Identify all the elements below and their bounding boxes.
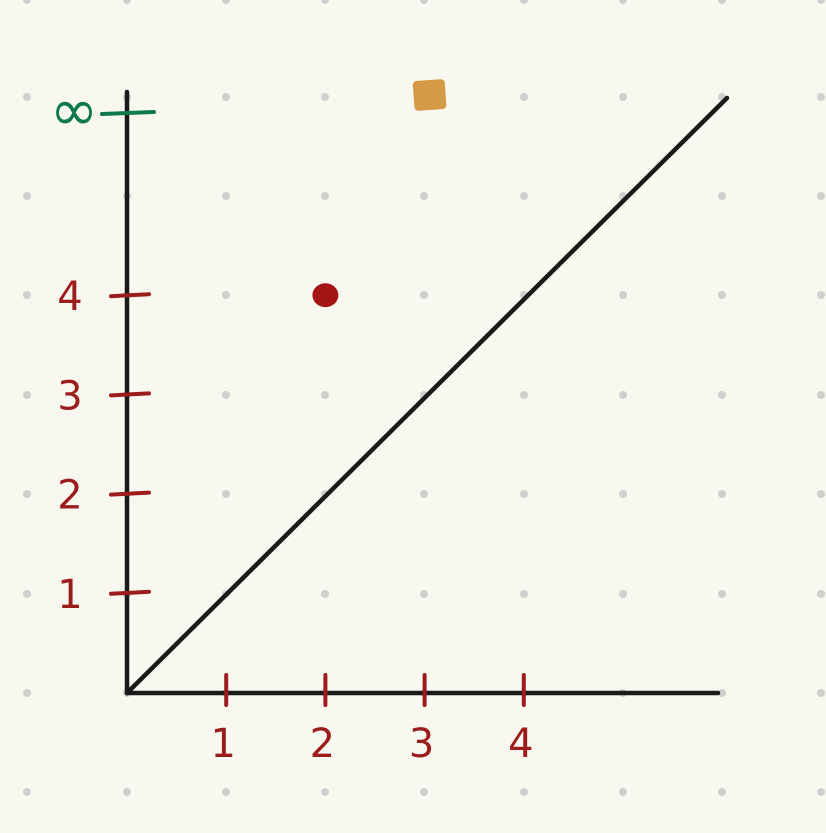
- grid-dot: [619, 93, 627, 101]
- grid-dot: [619, 291, 627, 299]
- grid-dot: [222, 93, 230, 101]
- grid-dot: [23, 788, 31, 796]
- data-point-circle: [312, 283, 339, 308]
- grid-dot: [23, 291, 31, 299]
- grid-dot: [520, 391, 528, 399]
- grid-dot: [817, 0, 825, 4]
- grid-dot: [321, 788, 329, 796]
- grid-dot: [123, 0, 131, 4]
- grid-dot: [222, 490, 230, 498]
- grid-dot: [23, 192, 31, 200]
- grid-dot: [619, 590, 627, 598]
- grid-dot: [520, 0, 528, 4]
- grid-dot: [718, 291, 726, 299]
- grid-dot: [321, 93, 329, 101]
- x-tick-label: 1: [210, 721, 235, 767]
- y-tick-mark: [109, 391, 151, 398]
- y-tick-label: 1: [57, 572, 82, 618]
- grid-dot: [520, 590, 528, 598]
- infinity-tick-mark: [100, 110, 156, 116]
- grid-dot: [718, 788, 726, 796]
- grid-dot: [222, 788, 230, 796]
- data-points: [312, 79, 447, 308]
- grid-dot: [420, 192, 428, 200]
- y-tick-mark: [109, 589, 151, 596]
- grid-dot: [619, 788, 627, 796]
- grid-dot: [23, 490, 31, 498]
- grid-dot: [520, 788, 528, 796]
- grid-dot: [321, 192, 329, 200]
- x-tick-label: 2: [310, 721, 335, 767]
- grid-dot: [817, 788, 825, 796]
- y-tick-mark: [109, 490, 151, 497]
- grid-dot: [123, 788, 131, 796]
- grid-dot: [817, 93, 825, 101]
- grid-dot: [718, 0, 726, 4]
- grid-dot: [420, 788, 428, 796]
- infinity-label: ∞: [50, 76, 98, 144]
- grid-dot: [23, 93, 31, 101]
- y-tick-label: 4: [57, 274, 82, 320]
- grid-dot: [619, 490, 627, 498]
- axes: [124, 89, 730, 696]
- grid-dot: [718, 590, 726, 598]
- grid-dot: [321, 590, 329, 598]
- x-tick-label: 3: [409, 721, 434, 767]
- grid-dot: [817, 192, 825, 200]
- grid-dot: [23, 689, 31, 697]
- grid-dot: [619, 0, 627, 4]
- grid-dot: [222, 192, 230, 200]
- grid-dot: [520, 490, 528, 498]
- grid-dot: [817, 689, 825, 697]
- grid-dot: [520, 93, 528, 101]
- grid-dot: [23, 391, 31, 399]
- grid-dot: [222, 391, 230, 399]
- y-tick-label: 2: [57, 473, 82, 519]
- grid-dot: [718, 689, 726, 697]
- grid-dot: [420, 590, 428, 598]
- grid-dot: [817, 590, 825, 598]
- grid-dot: [718, 490, 726, 498]
- grid-dot: [222, 291, 230, 299]
- grid-dot: [321, 0, 329, 4]
- grid-dot: [619, 391, 627, 399]
- grid-dot: [23, 590, 31, 598]
- y-tick-mark: [109, 292, 151, 299]
- data-point-square: [412, 79, 447, 111]
- grid-dot: [222, 0, 230, 4]
- grid-dot: [420, 291, 428, 299]
- y-tick-label: 3: [57, 373, 82, 419]
- grid-dot: [420, 490, 428, 498]
- grid-dot: [817, 391, 825, 399]
- x-tick-label: 4: [508, 721, 533, 767]
- grid-dot: [817, 291, 825, 299]
- grid-dot: [817, 490, 825, 498]
- grid-dot: [718, 391, 726, 399]
- grid-dot: [718, 192, 726, 200]
- grid-dot: [520, 192, 528, 200]
- grid-dot: [420, 0, 428, 4]
- ticks: 1 2 3 4 1 2 3 4 ∞: [50, 76, 534, 767]
- diagonal-line: [124, 95, 730, 696]
- grid-dot: [321, 391, 329, 399]
- grid-dot: [23, 0, 31, 4]
